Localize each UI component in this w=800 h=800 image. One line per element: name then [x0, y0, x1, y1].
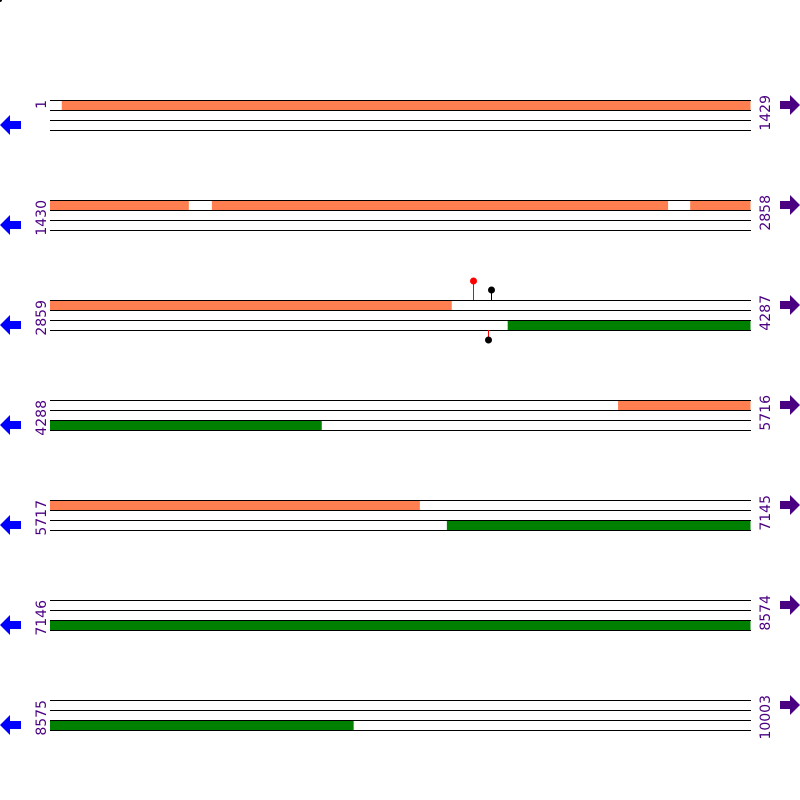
forward-feature: [61, 100, 751, 110]
arrow-left-icon: [0, 515, 21, 535]
sequence-row: 7146 8574: [0, 595, 800, 636]
arrow-left-icon: [0, 115, 21, 135]
sequence-row: 5717 7145: [0, 495, 800, 536]
arrow-left-icon: [0, 215, 21, 235]
arrow-left-icon: [0, 415, 21, 435]
row-end-label: 10003: [758, 695, 774, 740]
sequence-row: 4288 5716: [0, 395, 800, 436]
row-end-label: 2858: [758, 195, 774, 231]
arrow-right-icon: [780, 495, 800, 515]
row-end-label: 7145: [758, 495, 774, 531]
reverse-feature: [50, 620, 751, 630]
forward-feature: [618, 400, 751, 410]
reverse-feature: [50, 420, 322, 430]
row-start-label: 4288: [34, 400, 50, 436]
reverse-feature: [50, 720, 354, 730]
arrow-right-icon: [780, 595, 800, 615]
arrow-right-icon: [780, 195, 800, 215]
corner-dot: [0, 0, 2, 2]
pin-head: [485, 336, 492, 344]
row-start-label: 2859: [34, 300, 50, 336]
arrow-left-icon: [0, 615, 21, 635]
row-start-label: 1: [34, 100, 50, 109]
arrow-right-icon: [780, 95, 800, 115]
forward-feature: [690, 200, 751, 210]
sequence-row: 8575 10003: [0, 695, 800, 740]
row-end-label: 4287: [758, 295, 774, 331]
arrow-left-icon: [0, 715, 21, 735]
row-start-label: 8575: [34, 700, 50, 736]
forward-feature: [211, 200, 669, 210]
row-start-label: 7146: [34, 600, 50, 636]
sequence-row: 1 1429: [0, 95, 800, 135]
row-start-label: 1430: [34, 200, 50, 236]
forward-feature: [50, 300, 452, 310]
forward-feature: [50, 500, 420, 510]
row-end-label: 5716: [758, 395, 774, 431]
arrow-right-icon: [780, 695, 800, 715]
pin-head: [488, 286, 495, 294]
pin-head: [470, 277, 477, 285]
row-end-label: 8574: [758, 595, 774, 631]
forward-feature: [50, 200, 189, 210]
row-end-label: 1429: [758, 95, 774, 131]
arrow-right-icon: [780, 395, 800, 415]
arrow-left-icon: [0, 315, 21, 335]
sequence-row: 2859 4287: [0, 277, 800, 344]
reverse-feature: [507, 320, 751, 330]
reverse-feature: [446, 520, 751, 530]
sequence-row: 1430 2858: [0, 195, 800, 236]
row-start-label: 5717: [34, 500, 50, 536]
arrow-right-icon: [780, 295, 800, 315]
